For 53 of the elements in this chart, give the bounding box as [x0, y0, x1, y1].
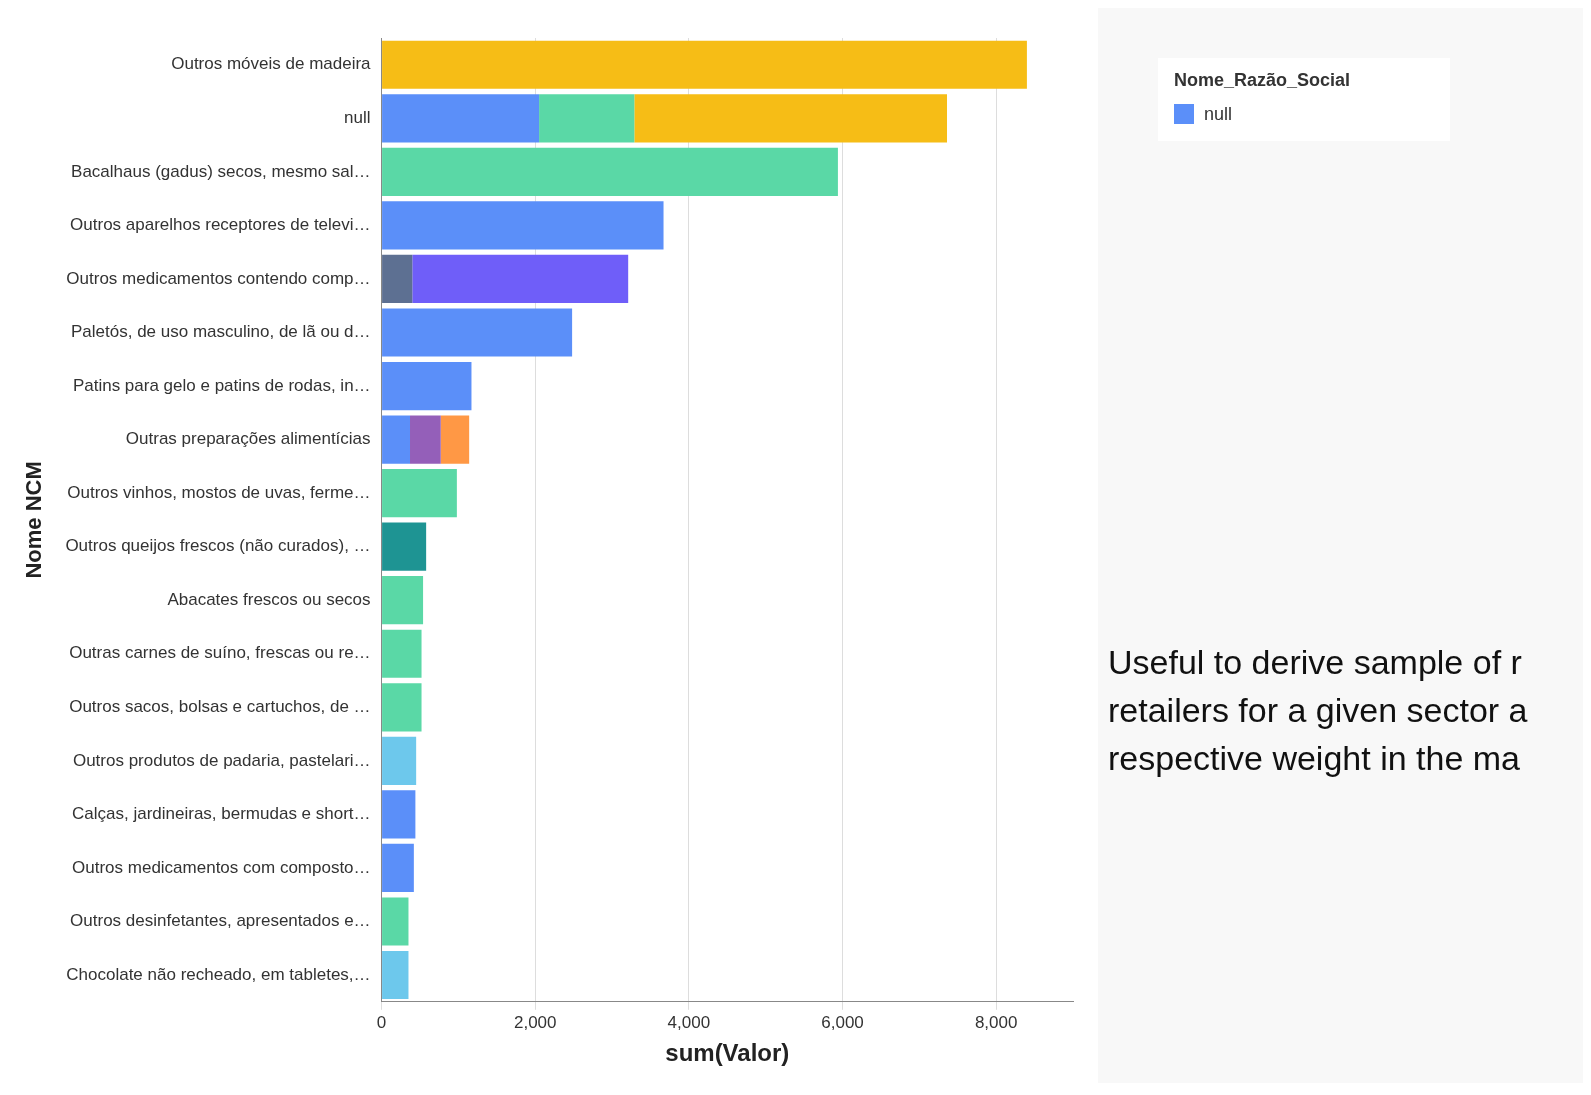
- bar: [382, 683, 422, 732]
- y-tick-label: Outros medicamentos contendo comp…: [66, 268, 371, 288]
- bar: [410, 415, 441, 464]
- y-tick-label: Chocolate não recheado, em tabletes,…: [66, 964, 371, 984]
- bar: [382, 576, 424, 625]
- y-tick-label: Outros queijos frescos (não curados), …: [65, 536, 371, 556]
- x-tick-label: 0: [376, 1012, 387, 1032]
- y-tick-label: Abacates frescos ou secos: [167, 589, 371, 609]
- y-tick-label: Outros sacos, bolsas e cartuchos, de …: [69, 696, 371, 716]
- bar: [382, 843, 414, 893]
- bar: [412, 254, 629, 304]
- bar: [382, 522, 427, 571]
- bar: [382, 308, 573, 357]
- x-tick-label: 8,000: [974, 1012, 1018, 1032]
- bar: [382, 415, 411, 464]
- x-tick-label: 2,000: [513, 1012, 557, 1032]
- bar: [382, 629, 422, 678]
- legend-label: null: [1204, 103, 1233, 125]
- x-axis-title: sum(Valor): [665, 1039, 790, 1067]
- x-tick-label: 6,000: [821, 1012, 864, 1032]
- legend-title: Nome_Razão_Social: [1174, 70, 1352, 91]
- bar: [382, 950, 409, 1000]
- bar: [382, 94, 540, 143]
- x-tick-label: 4,000: [667, 1012, 711, 1032]
- bar: [382, 790, 416, 839]
- y-tick-label: Outros aparelhos receptores de televi…: [70, 215, 371, 235]
- y-tick-label: Outros móveis de madeira: [171, 54, 372, 74]
- y-tick-label: Outros medicamentos com composto…: [72, 857, 371, 877]
- bar: [382, 469, 457, 518]
- y-tick-label: Patins para gelo e patins de rodas, in…: [72, 375, 371, 395]
- y-tick-label: Bacalhaus (gadus) secos, mesmo sal…: [71, 161, 371, 181]
- bar: [382, 736, 417, 785]
- bar: [634, 94, 948, 143]
- y-tick-label: Outros produtos de padaria, pastelari…: [72, 750, 371, 770]
- y-tick-label: null: [344, 108, 371, 127]
- y-axis-title: Nome NCM: [21, 461, 47, 579]
- bar: [440, 415, 470, 464]
- y-tick-label: Outras carnes de suíno, frescas ou re…: [69, 643, 371, 663]
- text: Useful to derive sample of r: [1108, 642, 1523, 683]
- y-tick-label: Calças, jardineiras, bermudas e short…: [72, 804, 371, 824]
- y-tick-label: Outros vinhos, mostos de uvas, ferme…: [67, 482, 371, 502]
- bar: [382, 201, 664, 250]
- y-tick-label: Paletós, de uso masculino, de lã ou d…: [71, 322, 371, 342]
- bar: [382, 361, 472, 411]
- bar: [382, 897, 409, 946]
- y-tick-label: Outras preparações alimentícias: [125, 429, 371, 449]
- y-tick-label: Outros desinfetantes, apresentados e…: [70, 911, 371, 931]
- text: retailers for a given sector a: [1108, 690, 1528, 731]
- bar: [382, 147, 838, 196]
- bar: [539, 94, 635, 143]
- bar: [382, 40, 1027, 89]
- text: respective weight in the ma: [1108, 738, 1521, 779]
- bar: [382, 254, 413, 304]
